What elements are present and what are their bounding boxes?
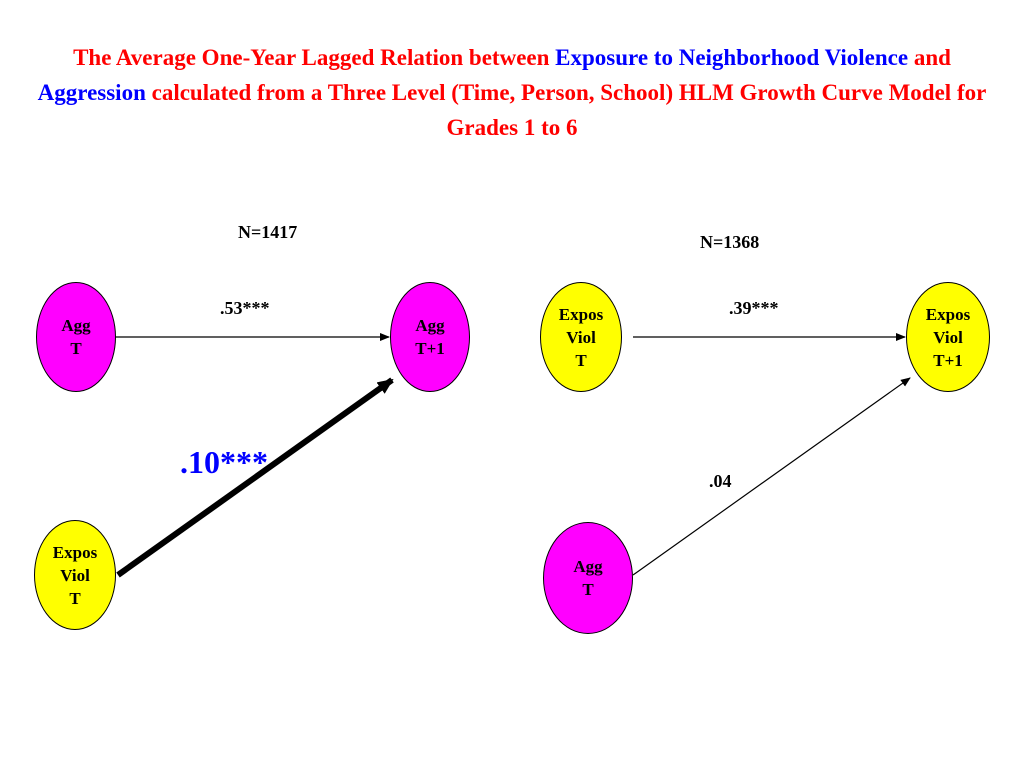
right-cross-lag-arrow xyxy=(632,377,911,576)
right-cross-lag-coefficient: .04 xyxy=(709,471,732,491)
title-part-1: The Average One-Year Lagged Relation bet… xyxy=(73,45,556,70)
right-node-agg-t: Agg T xyxy=(543,522,633,634)
left-cross-lag-coefficient: .10*** xyxy=(180,444,268,480)
node-label: T xyxy=(69,588,81,608)
node-label: Viol xyxy=(933,327,963,347)
node-label: Viol xyxy=(566,327,596,347)
node-label: T xyxy=(582,580,594,599)
left-node-agg-t1: Agg T+1 xyxy=(390,282,470,392)
left-stability-coefficient: .53*** xyxy=(220,298,270,318)
node-label: Agg xyxy=(61,316,91,335)
node-label: Expos xyxy=(52,542,98,562)
title-part-4: Aggression xyxy=(37,80,146,105)
node-label: T+1 xyxy=(415,339,445,358)
left-node-agg-t: Agg T xyxy=(36,282,116,392)
left-node-expos-t: Expos Viol T xyxy=(34,520,116,630)
title-part-3: and xyxy=(908,45,951,70)
title-part-5: calculated from a Three Level (Time, Per… xyxy=(145,80,987,140)
right-stability-coefficient: .39*** xyxy=(729,298,779,318)
left-sample-size: N=1417 xyxy=(238,222,298,242)
node-label: Expos xyxy=(558,304,604,324)
node-label: Expos xyxy=(925,304,971,324)
node-label: Agg xyxy=(573,557,603,576)
right-sample-size: N=1368 xyxy=(700,232,760,252)
right-node-expos-t: Expos Viol T xyxy=(540,282,622,392)
node-label: Agg xyxy=(415,316,445,335)
left-cross-lag-arrow xyxy=(116,377,394,578)
node-label: T xyxy=(575,350,587,370)
node-label: Viol xyxy=(60,565,90,585)
title-part-2: Exposure to Neighborhood Violence xyxy=(555,45,909,70)
slide-title: The Average One-Year Lagged Relation bet… xyxy=(20,40,1004,145)
node-label: T xyxy=(70,339,82,358)
right-node-expos-t1: Expos Viol T+1 xyxy=(906,282,990,392)
node-label: T+1 xyxy=(933,350,963,370)
